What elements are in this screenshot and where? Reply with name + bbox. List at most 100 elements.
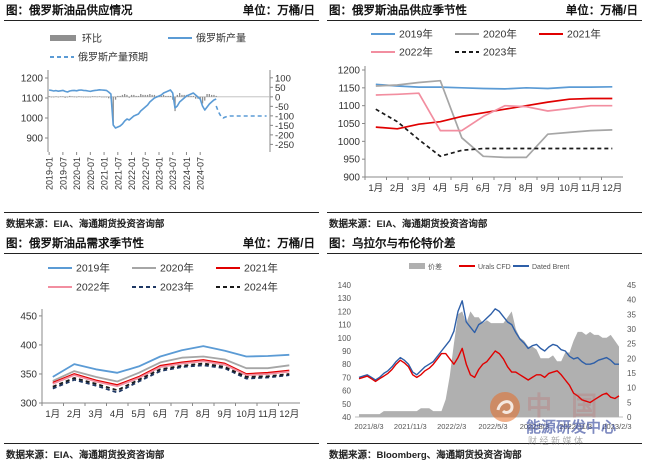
chart-russia-supply-seasonality: 2019年 2020年 2021年 2022年 2023年 900 950 1000 1050 1… [338,28,623,194]
y-tick-label: 900 [343,173,360,184]
x-tick-label: 2021-07 [113,157,123,190]
y-left-tick-label: 900 [26,134,43,145]
y-left-tick-label: 140 [338,281,352,290]
bar-mom [211,94,213,97]
y-left-tick-label: 1000 [21,114,44,125]
bar-mom [162,94,165,97]
bar-mom [66,96,69,98]
y-left-tick-label: 60 [342,387,351,396]
y-tick-label: 300 [20,399,37,410]
y-right-tick-label: 50 [275,83,286,94]
bar-mom [137,95,140,97]
bar-mom [165,95,167,97]
legend-label: Urals CFD [478,264,511,271]
x-tick-label: 2024-07 [196,157,206,190]
y-left-tick-label: 120 [338,307,352,316]
series-line-2019年 [375,83,613,90]
y-left-tick-label: 100 [338,334,352,343]
legend-label: 2022年 [76,281,110,294]
series-line-dated-brent [358,300,619,381]
x-tick-label: 2019-01 [45,157,55,190]
panel-unit: 单位：万桶/日 [565,5,638,17]
bar-mom [121,94,124,97]
chart-urals-brent-spread: 价差 Urals CFD Dated Brent405060708090100110… [338,262,637,431]
bar-mom [85,96,87,98]
bar-mom [128,96,130,98]
watermark-text: 能源研发中心 [526,419,617,436]
bar-mom [181,94,183,97]
x-tick-label: 2022/2/3 [437,422,466,431]
y-right-tick-label: -150 [275,121,294,132]
area-spread [359,311,619,417]
x-tick-label: 2022-07 [141,157,151,190]
y-right-tick-label: -50 [275,102,289,113]
bar-mom [204,96,206,101]
x-tick-label: 2023-07 [168,157,178,190]
panel-source: 数据来源：EIA、海通期货投资咨询部 [329,219,488,230]
x-tick-label: 2月 [390,183,405,194]
x-tick-label: 7月 [174,409,189,420]
bar-mom [206,94,208,97]
x-tick-label: 7月 [497,183,512,194]
watermark-logo-icon [490,392,520,422]
bar-mom [188,95,190,97]
panel-unit: 单位：万桶/日 [242,238,315,250]
y-left-tick-label: 1200 [21,74,44,85]
bar-mom [53,96,55,98]
legend-label: 俄罗斯产量预期 [78,51,148,64]
bar-mom [50,96,53,98]
bar-mom [73,96,75,98]
legend-label: 俄罗斯产量 [196,32,246,45]
series-line-2020年 [375,79,613,159]
y-right-tick-label: 15 [627,369,636,378]
bar-mom [117,95,119,97]
x-tick-label: 2020-07 [86,157,96,190]
legend-label: 2024年 [244,281,278,294]
y-left-tick-label: 70 [342,373,351,382]
x-tick-label: 2021/8/3 [354,422,383,431]
y-left-tick-label: 110 [338,321,351,330]
x-tick-label: 1月 [368,183,383,194]
y-left-tick-label: 40 [342,413,351,422]
legend-label: 2019年 [76,262,110,275]
bar-mom [192,95,194,97]
bar-mom [98,96,101,97]
x-tick-label: 2022/8/3 [520,422,549,431]
y-tick-label: 1000 [338,137,361,148]
bar-mom [124,94,126,97]
y-tick-label: 450 [20,311,37,322]
legend-label: Dated Brent [532,264,569,271]
y-left-tick-label: 1100 [21,94,43,105]
chart-russia-demand-seasonality: 2019年 2020年 2021年 2022年 2023年 2024年 300 350 400 4… [20,262,300,420]
x-tick-label: 2020-01 [72,157,82,190]
watermark-bg-text: 中 国 [526,391,604,421]
y-tick-label: 950 [343,155,360,166]
bar-mom [71,96,73,97]
x-tick-label: 6月 [153,409,168,420]
bar-mom [62,96,64,97]
bar-mom [119,95,121,97]
panel-urals-brent-spread: 图：乌拉尔与布伦特价差 价差 Urals CFD Dated Brent 40 50 60… [323,231,646,462]
bar-mom [169,95,172,97]
bar-mom [167,95,169,97]
legend-label: 2023年 [483,46,517,59]
y-tick-label: 1150 [338,83,360,94]
bar-mom [69,95,71,97]
x-tick-label: 5月 [131,409,146,420]
bar-mom [179,93,181,97]
series-line-2023年 [52,364,290,394]
x-tick-label: 3月 [411,183,426,194]
y-left-tick-label: 90 [342,347,351,356]
bar-mom [153,94,156,97]
x-tick-label: 2022-01 [127,157,137,190]
series-line-2021年 [375,97,613,130]
bar-mom [176,94,178,97]
panel-source: 数据来源：EIA、海通期货投资咨询部 [6,450,165,461]
x-tick-label: 8月 [196,409,211,420]
bar-mom [48,96,50,97]
bar-mom [108,96,110,99]
bar-mom [80,96,82,98]
panel-source: 数据来源：Bloomberg、海通期货投资咨询部 [329,450,522,461]
x-tick-label: 2019-07 [58,157,68,190]
